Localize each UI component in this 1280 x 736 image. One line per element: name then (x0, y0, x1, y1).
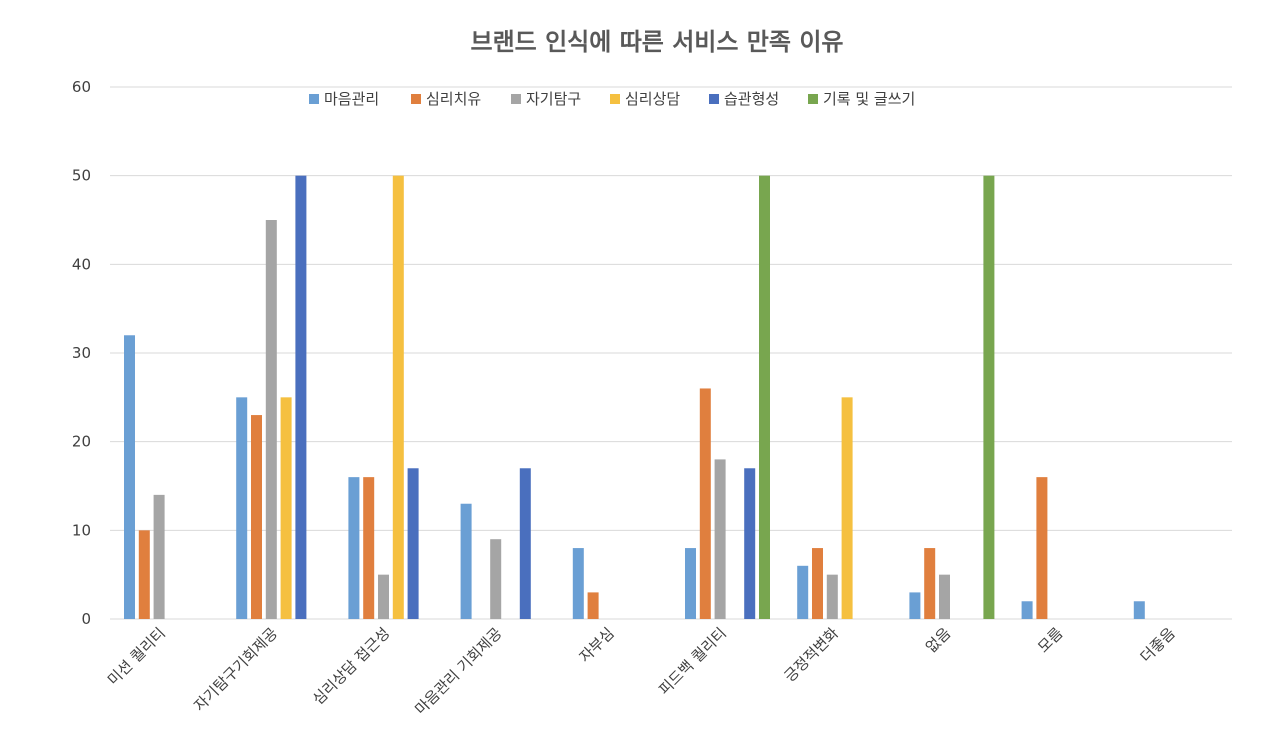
x-axis-labels: 미션 퀄리티 자기탐구기회제공 심리상담 접근성 마음관리 기회제공 자부심 피드백 퀄리… (104, 624, 1179, 718)
legend: 마음관리 심리치유 자기탐구 심리상담 습관형성 기록 및 글쓰기 (309, 90, 915, 108)
bar (939, 574, 950, 619)
bar (759, 175, 770, 619)
legend-label: 심리치유 (426, 90, 481, 108)
legend-swatch (610, 94, 620, 104)
bar (826, 574, 838, 619)
bar (363, 477, 375, 619)
legend-swatch (309, 94, 319, 104)
bar (744, 468, 756, 619)
bar (841, 397, 853, 619)
bar (378, 574, 389, 619)
x-tick-label: 모름 (1034, 624, 1066, 656)
bars (124, 175, 1145, 619)
y-tick-label: 20 (72, 433, 91, 451)
legend-swatch (808, 94, 818, 104)
bar (251, 415, 262, 619)
y-tick-label: 30 (72, 344, 91, 362)
y-tick-label: 60 (72, 78, 91, 96)
bar (280, 397, 292, 619)
y-tick-label: 40 (72, 255, 91, 273)
chart-title: 브랜드 인식에 따른 서비스 만족 이유 (471, 28, 844, 56)
y-tick-label: 0 (81, 610, 91, 628)
bar (714, 459, 726, 619)
gridlines (110, 86, 1232, 620)
legend-item: 자기탐구 (511, 90, 581, 108)
legend-swatch (511, 94, 521, 104)
legend-item: 기록 및 글쓰기 (808, 90, 915, 108)
bar (460, 503, 472, 619)
bar (490, 539, 502, 619)
bar (983, 175, 995, 619)
x-tick-label: 미션 퀄리티 (104, 624, 169, 689)
x-tick-label: 피드백 퀄리티 (655, 624, 730, 699)
y-axis-ticks: 0 10 20 30 40 50 60 (72, 78, 91, 628)
bar (685, 548, 696, 619)
bar (138, 530, 150, 619)
bar (392, 175, 404, 619)
legend-swatch (709, 94, 719, 104)
y-tick-label: 50 (72, 167, 91, 185)
legend-label: 습관형성 (724, 90, 779, 108)
bar (909, 592, 921, 619)
bar (153, 494, 165, 619)
bar (1021, 601, 1033, 619)
bar (1036, 477, 1048, 619)
legend-label: 자기탐구 (526, 90, 581, 108)
bar (124, 335, 135, 619)
x-tick-label: 긍정적변화 (781, 624, 843, 686)
x-tick-label: 더좋음 (1137, 624, 1179, 666)
x-tick-label: 없음 (922, 624, 954, 656)
bar (407, 468, 419, 619)
bar (348, 477, 360, 619)
bar (924, 548, 936, 619)
bar (797, 565, 809, 619)
x-tick-label: 자기탐구기회제공 (190, 624, 281, 715)
legend-item: 심리상담 (610, 90, 680, 108)
legend-swatch (411, 94, 421, 104)
bar (699, 388, 711, 619)
bar (265, 220, 277, 619)
legend-item: 심리치유 (411, 90, 481, 108)
x-tick-label: 마음관리 기회제공 (411, 624, 505, 718)
bar (236, 397, 248, 619)
bar (572, 548, 584, 619)
bar (295, 175, 307, 619)
x-tick-label: 심리상담 접근성 (309, 624, 393, 708)
legend-label: 심리상담 (625, 90, 680, 108)
legend-label: 마음관리 (324, 90, 379, 108)
legend-item: 습관형성 (709, 90, 779, 108)
bar (587, 592, 599, 619)
bar (1133, 601, 1145, 619)
legend-item: 마음관리 (309, 90, 379, 108)
x-tick-label: 자부심 (576, 624, 618, 666)
bar (519, 468, 531, 619)
bar (812, 548, 823, 619)
legend-label: 기록 및 글쓰기 (823, 90, 915, 108)
y-tick-label: 10 (72, 521, 91, 539)
